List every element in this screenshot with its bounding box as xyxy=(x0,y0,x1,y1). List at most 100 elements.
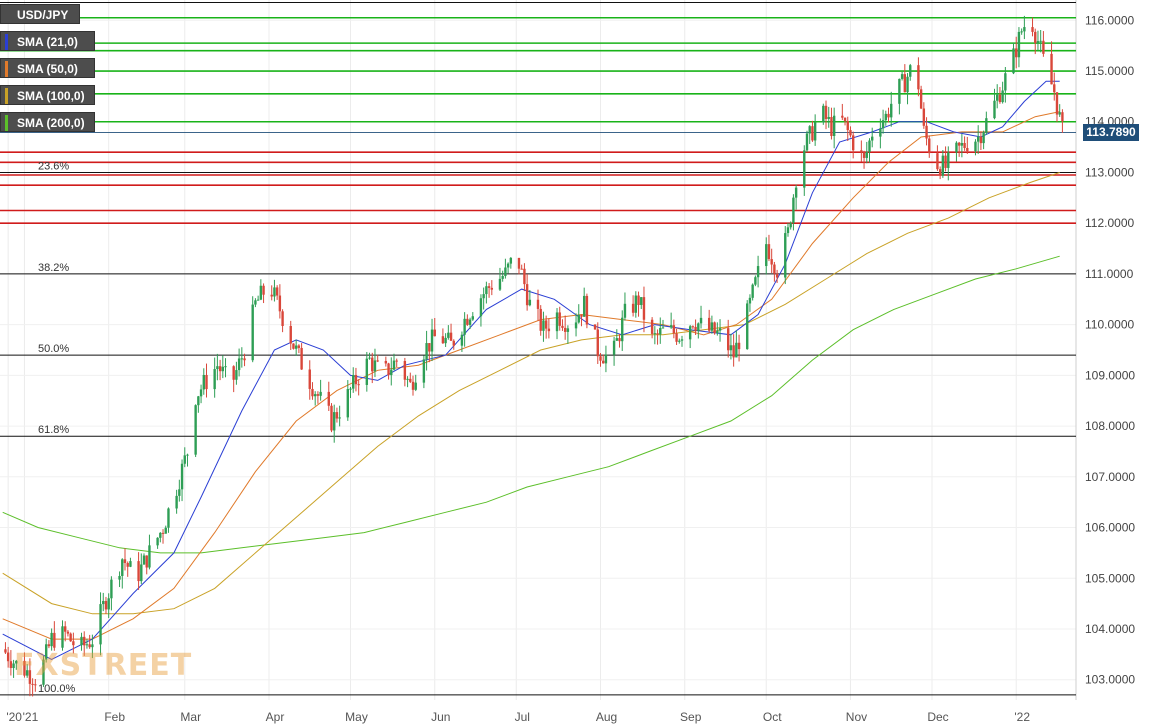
candle-body xyxy=(974,141,977,152)
candle-body xyxy=(425,343,428,360)
legend-symbol: USD/JPY xyxy=(0,4,80,24)
legend-sma100: SMA (100,0) xyxy=(0,85,95,105)
candle-body xyxy=(773,264,776,274)
candle-body xyxy=(868,140,871,153)
candle-body xyxy=(395,360,398,362)
candle-body xyxy=(178,489,181,496)
candle-body xyxy=(718,328,722,331)
candle-body xyxy=(634,295,638,313)
sma21-swatch xyxy=(5,34,8,50)
candle-body xyxy=(830,116,833,136)
candle-body xyxy=(42,659,45,685)
candle-body xyxy=(925,125,928,139)
candle-body xyxy=(110,579,113,599)
candle-body xyxy=(123,559,127,564)
candle-body xyxy=(1036,41,1040,44)
candle-body xyxy=(376,360,379,362)
candle-body xyxy=(566,328,570,332)
candle-body xyxy=(354,374,358,385)
candle-body xyxy=(278,295,282,312)
candle-body xyxy=(732,345,735,358)
candle-body xyxy=(707,317,711,331)
candle-body xyxy=(50,632,53,647)
candle-body xyxy=(727,328,730,351)
candle-body xyxy=(661,327,665,329)
candle-body xyxy=(824,105,828,119)
candle-body xyxy=(104,601,108,610)
x-tick-label: Apr xyxy=(266,710,285,724)
candle-body xyxy=(599,356,602,361)
candle-body xyxy=(300,347,303,370)
x-tick-label: '21 xyxy=(23,710,39,724)
sma100-line xyxy=(2,172,1060,615)
candle-body xyxy=(612,340,616,355)
candle-body xyxy=(786,227,790,234)
candle-body xyxy=(523,268,526,285)
candle-body xyxy=(623,303,627,318)
candle-body xyxy=(746,303,749,350)
candle-body xyxy=(694,326,697,331)
fibonacci-labels: 0.0% 23.6% 38.2% 50.0% 61.8% 100.0% xyxy=(38,0,76,695)
candle-body xyxy=(441,336,445,344)
candle-body xyxy=(256,299,260,301)
candle-body xyxy=(822,105,825,123)
y-tick-label: 113.0000 xyxy=(1085,165,1134,179)
candle-body xyxy=(251,304,254,361)
x-tick-label: May xyxy=(345,710,368,724)
candle-body xyxy=(164,527,167,534)
candle-body xyxy=(922,108,926,126)
candle-body xyxy=(452,340,455,346)
candle-body xyxy=(221,366,225,372)
candle-body xyxy=(1012,48,1015,74)
candle-body xyxy=(789,222,792,228)
candle-body xyxy=(349,388,352,390)
candle-body xyxy=(582,295,586,317)
fib-label: 100.0% xyxy=(38,683,76,695)
candle-body xyxy=(729,345,733,351)
candle-body xyxy=(898,78,901,104)
candle-body xyxy=(232,366,235,380)
candle-body xyxy=(167,508,170,528)
y-tick-label: 116.0000 xyxy=(1085,13,1134,27)
candle-body xyxy=(479,298,483,317)
candle-body xyxy=(430,329,434,352)
candle-body xyxy=(900,74,904,79)
legend-sma50: SMA (50,0) xyxy=(0,58,95,78)
candle-body xyxy=(509,257,513,264)
candle-body xyxy=(243,358,246,361)
candle-body xyxy=(985,118,988,133)
candle-body xyxy=(91,644,94,648)
candle-body xyxy=(403,360,407,380)
x-tick-label: Oct xyxy=(763,710,782,724)
candle-body xyxy=(180,463,184,490)
candle-body xyxy=(539,308,542,331)
candle-body xyxy=(851,135,855,151)
candle-body xyxy=(357,384,360,386)
candle-body xyxy=(235,370,238,380)
candle-body xyxy=(384,360,388,364)
candle-body xyxy=(327,391,330,406)
candle-body xyxy=(813,122,817,141)
candle-body xyxy=(669,325,673,328)
candle-body xyxy=(69,633,72,642)
candle-body xyxy=(832,115,836,136)
symbol-label: USD/JPY xyxy=(17,8,69,22)
candle-body xyxy=(996,94,999,101)
candle-body xyxy=(463,318,466,335)
candle-body xyxy=(368,357,371,359)
x-tick-label: Jul xyxy=(515,710,530,724)
candle-body xyxy=(66,631,70,634)
candle-body xyxy=(1042,40,1045,54)
x-tick-label: '20 xyxy=(6,710,22,724)
y-tick-label: 111.0000 xyxy=(1085,267,1134,281)
candle-body xyxy=(947,152,950,168)
candle-body xyxy=(365,358,369,385)
candle-body xyxy=(216,366,219,370)
candle-body xyxy=(85,644,89,646)
candle-body xyxy=(371,357,374,372)
candle-body xyxy=(15,660,18,664)
candle-body xyxy=(352,374,355,389)
y-tick-label: 109.0000 xyxy=(1085,368,1135,382)
candle-body xyxy=(504,267,507,277)
candle-body xyxy=(903,74,907,93)
